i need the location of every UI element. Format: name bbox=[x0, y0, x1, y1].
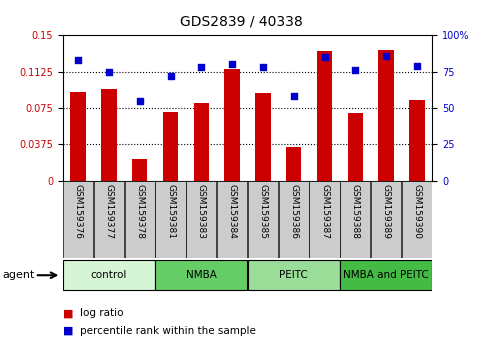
FancyBboxPatch shape bbox=[402, 181, 432, 258]
Text: GSM159388: GSM159388 bbox=[351, 184, 360, 239]
FancyBboxPatch shape bbox=[248, 181, 278, 258]
Text: GDS2839 / 40338: GDS2839 / 40338 bbox=[180, 14, 303, 28]
Bar bbox=[163, 112, 178, 181]
Point bbox=[198, 64, 205, 70]
Text: control: control bbox=[91, 269, 127, 280]
FancyBboxPatch shape bbox=[279, 181, 309, 258]
Bar bbox=[255, 93, 270, 181]
Text: GSM159378: GSM159378 bbox=[135, 184, 144, 239]
FancyBboxPatch shape bbox=[340, 181, 370, 258]
Point bbox=[74, 57, 82, 63]
Text: percentile rank within the sample: percentile rank within the sample bbox=[80, 326, 256, 336]
Text: GSM159390: GSM159390 bbox=[412, 184, 421, 239]
Point bbox=[382, 53, 390, 58]
Bar bbox=[194, 103, 209, 181]
Text: PEITC: PEITC bbox=[279, 269, 308, 280]
FancyBboxPatch shape bbox=[63, 181, 93, 258]
Point bbox=[228, 62, 236, 67]
Text: NMBA: NMBA bbox=[186, 269, 217, 280]
Bar bbox=[71, 92, 86, 181]
FancyBboxPatch shape bbox=[248, 260, 340, 290]
Text: GSM159384: GSM159384 bbox=[227, 184, 237, 239]
Text: GSM159385: GSM159385 bbox=[258, 184, 268, 239]
FancyBboxPatch shape bbox=[217, 181, 247, 258]
Bar bbox=[409, 100, 425, 181]
Bar bbox=[132, 159, 147, 181]
Text: agent: agent bbox=[2, 270, 35, 280]
FancyBboxPatch shape bbox=[371, 181, 401, 258]
Text: NMBA and PEITC: NMBA and PEITC bbox=[343, 269, 429, 280]
Text: ■: ■ bbox=[63, 326, 73, 336]
Point bbox=[259, 64, 267, 70]
Point bbox=[352, 67, 359, 73]
Text: GSM159381: GSM159381 bbox=[166, 184, 175, 239]
Point bbox=[290, 93, 298, 99]
Text: log ratio: log ratio bbox=[80, 308, 123, 318]
Point bbox=[136, 98, 143, 103]
FancyBboxPatch shape bbox=[186, 181, 216, 258]
FancyBboxPatch shape bbox=[340, 260, 432, 290]
Bar bbox=[101, 88, 117, 181]
Text: GSM159376: GSM159376 bbox=[74, 184, 83, 239]
Bar bbox=[348, 113, 363, 181]
Text: GSM159377: GSM159377 bbox=[104, 184, 114, 239]
FancyBboxPatch shape bbox=[125, 181, 155, 258]
Point bbox=[413, 63, 421, 69]
Point bbox=[167, 73, 174, 79]
Text: GSM159387: GSM159387 bbox=[320, 184, 329, 239]
FancyBboxPatch shape bbox=[310, 181, 340, 258]
Text: GSM159389: GSM159389 bbox=[382, 184, 391, 239]
Point bbox=[321, 54, 328, 60]
Bar bbox=[378, 50, 394, 181]
FancyBboxPatch shape bbox=[156, 181, 185, 258]
FancyBboxPatch shape bbox=[63, 260, 155, 290]
FancyBboxPatch shape bbox=[94, 181, 124, 258]
Bar bbox=[317, 51, 332, 181]
Point bbox=[105, 69, 113, 74]
Bar bbox=[286, 147, 301, 181]
Bar bbox=[225, 69, 240, 181]
Text: ■: ■ bbox=[63, 308, 73, 318]
FancyBboxPatch shape bbox=[156, 260, 247, 290]
Text: GSM159386: GSM159386 bbox=[289, 184, 298, 239]
Text: GSM159383: GSM159383 bbox=[197, 184, 206, 239]
